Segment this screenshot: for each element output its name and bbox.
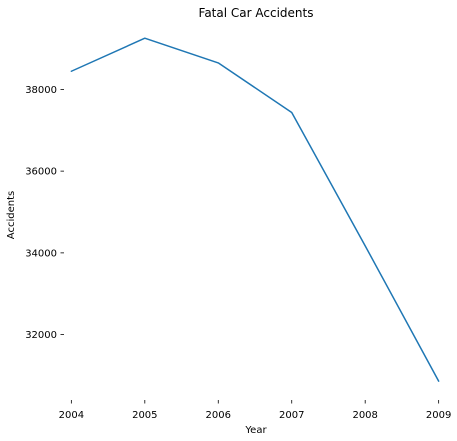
y-axis-label: Accidents bbox=[6, 191, 17, 239]
x-tick-label: 2007 bbox=[279, 410, 304, 421]
y-tick-label: 36000 bbox=[25, 167, 57, 178]
y-axis-ticks: 32000 34000 36000 38000 bbox=[25, 85, 64, 341]
y-tick-label: 38000 bbox=[25, 85, 57, 96]
chart-title: Fatal Car Accidents bbox=[199, 6, 314, 20]
x-tick-label: 2008 bbox=[352, 410, 377, 421]
x-tick-label: 2005 bbox=[132, 410, 157, 421]
x-axis-ticks: 2004 2005 2006 2007 2008 2009 bbox=[59, 400, 451, 421]
x-axis-label: Year bbox=[244, 425, 267, 436]
series-line bbox=[70, 37, 440, 382]
x-tick-label: 2004 bbox=[59, 410, 84, 421]
y-tick-label: 34000 bbox=[25, 248, 57, 259]
x-tick-label: 2006 bbox=[206, 410, 231, 421]
y-tick-label: 32000 bbox=[25, 330, 57, 341]
x-tick-label: 2009 bbox=[426, 410, 451, 421]
series-group bbox=[70, 37, 440, 382]
